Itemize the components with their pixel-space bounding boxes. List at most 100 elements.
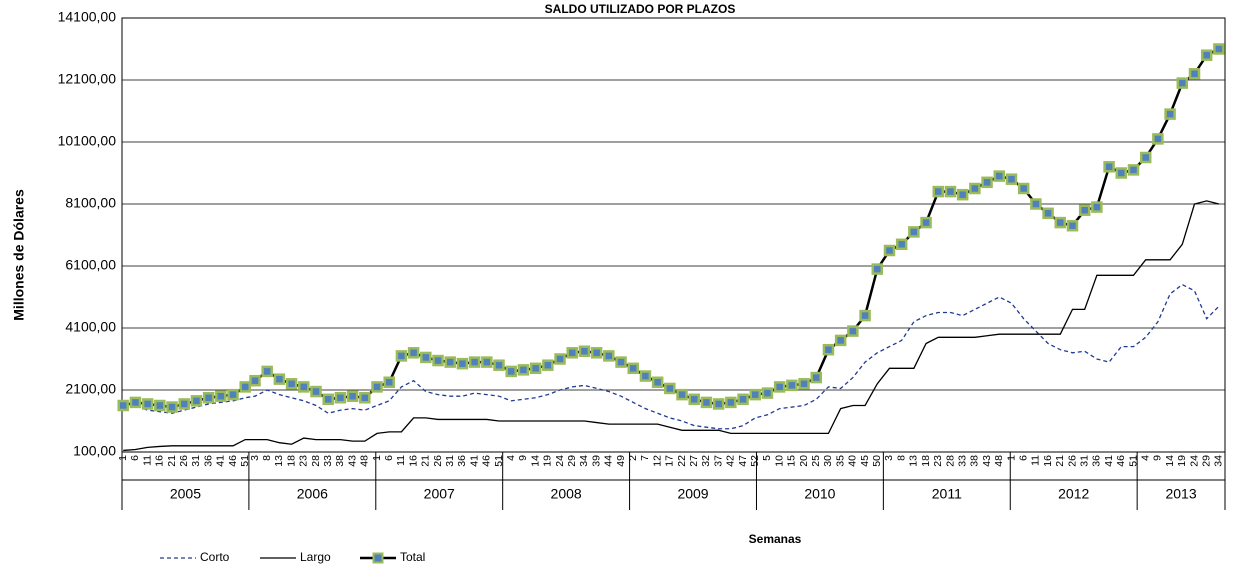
x-tick-label: 36 xyxy=(1091,455,1103,467)
x-tick-label: 1 xyxy=(1005,455,1017,461)
x-tick-label: 44 xyxy=(603,455,615,467)
x-tick-label: 25 xyxy=(810,455,822,467)
marker xyxy=(615,356,627,368)
marker xyxy=(517,364,530,376)
x-tick-label: 26 xyxy=(432,455,444,467)
year-label: 2011 xyxy=(932,486,962,502)
marker xyxy=(202,392,215,404)
x-tick-label: 46 xyxy=(1115,455,1127,467)
marker xyxy=(407,347,420,359)
marker xyxy=(993,170,1006,182)
x-tick-label: 23 xyxy=(932,455,944,467)
marker xyxy=(712,398,725,410)
marker xyxy=(383,376,395,388)
marker xyxy=(1139,151,1152,164)
plot-frame xyxy=(121,17,1226,453)
x-tick-label: 34 xyxy=(578,455,590,467)
x-tick-label: 31 xyxy=(1078,455,1090,467)
x-tick-label: 36 xyxy=(456,455,468,467)
x-tick-label: 35 xyxy=(834,455,846,467)
x-tick-label: 40 xyxy=(847,455,859,467)
x-axis-title: Semanas xyxy=(749,532,802,546)
x-tick-label: 38 xyxy=(334,455,346,467)
x-tick-label: 11 xyxy=(141,455,153,466)
y-tick-label: 10100,00 xyxy=(58,133,117,149)
marker xyxy=(1164,108,1176,120)
marker xyxy=(395,350,408,362)
x-tick-label: 10 xyxy=(773,455,785,467)
marker xyxy=(932,185,945,198)
marker xyxy=(590,347,603,359)
marker xyxy=(956,188,969,201)
x-tick-label: 15 xyxy=(786,455,798,467)
marker xyxy=(334,392,347,404)
x-tick-label: 9 xyxy=(517,455,529,461)
year-label: 2010 xyxy=(804,486,835,502)
y-tick-label: 14100,00 xyxy=(58,9,117,25)
marker xyxy=(285,378,298,390)
marker xyxy=(542,359,554,371)
marker xyxy=(1054,216,1067,229)
x-tick-label: 13 xyxy=(273,455,285,467)
x-tick-label: 30 xyxy=(822,455,834,467)
marker xyxy=(1078,204,1091,216)
marker xyxy=(481,356,493,368)
marker xyxy=(798,378,810,390)
x-tick-label: 16 xyxy=(407,455,419,467)
x-tick-label: 1 xyxy=(371,455,383,461)
chart-title: SALDO UTILIZADO POR PLAZOS xyxy=(545,2,736,16)
x-tick-label: 21 xyxy=(420,455,432,467)
marker xyxy=(371,381,383,393)
marker xyxy=(1127,164,1140,176)
marker xyxy=(468,356,481,368)
marker xyxy=(834,334,847,347)
legend-label: Total xyxy=(400,550,425,564)
year-label: 2013 xyxy=(1165,486,1196,502)
x-tick-label: 4 xyxy=(505,455,517,461)
x-tick-label: 14 xyxy=(1164,455,1176,467)
x-tick-label: 46 xyxy=(481,455,493,467)
x-tick-label: 41 xyxy=(1103,455,1115,467)
marker xyxy=(676,388,688,401)
x-tick-label: 21 xyxy=(166,455,178,467)
marker xyxy=(639,370,652,382)
x-tick-label: 47 xyxy=(737,455,749,467)
marker xyxy=(310,385,322,398)
marker xyxy=(298,381,310,393)
year-label: 2008 xyxy=(551,486,582,502)
legend-label: Corto xyxy=(200,550,230,564)
marker xyxy=(249,374,261,387)
y-tick-label: 8100,00 xyxy=(65,195,116,211)
year-label: 2006 xyxy=(297,486,328,502)
marker xyxy=(1017,182,1030,195)
year-label: 2005 xyxy=(170,486,201,502)
x-tick-label: 3 xyxy=(249,455,261,461)
x-tick-label: 5 xyxy=(761,455,773,461)
marker xyxy=(603,350,615,362)
marker xyxy=(493,359,505,371)
legend-label: Largo xyxy=(300,550,331,564)
marker xyxy=(178,398,190,410)
marker xyxy=(566,347,578,359)
x-tick-label: 8 xyxy=(261,455,273,461)
x-tick-label: 29 xyxy=(566,455,578,467)
marker xyxy=(908,226,920,238)
marker xyxy=(761,387,774,399)
marker xyxy=(981,176,993,189)
x-tick-label: 17 xyxy=(664,455,676,467)
x-tick-label: 6 xyxy=(129,455,141,461)
marker xyxy=(1103,161,1115,173)
y-axis-title: Millones de Dólares xyxy=(11,189,27,321)
marker xyxy=(505,365,517,378)
x-tick-label: 51 xyxy=(239,455,251,467)
x-tick-label: 13 xyxy=(908,455,920,467)
marker xyxy=(554,353,566,365)
marker xyxy=(1188,68,1201,80)
marker xyxy=(1200,49,1213,61)
x-tick-label: 16 xyxy=(154,455,166,467)
marker xyxy=(1115,167,1128,179)
y-tick-label: 100,00 xyxy=(73,443,116,459)
marker xyxy=(847,325,859,337)
x-tick-label: 11 xyxy=(1030,455,1042,466)
